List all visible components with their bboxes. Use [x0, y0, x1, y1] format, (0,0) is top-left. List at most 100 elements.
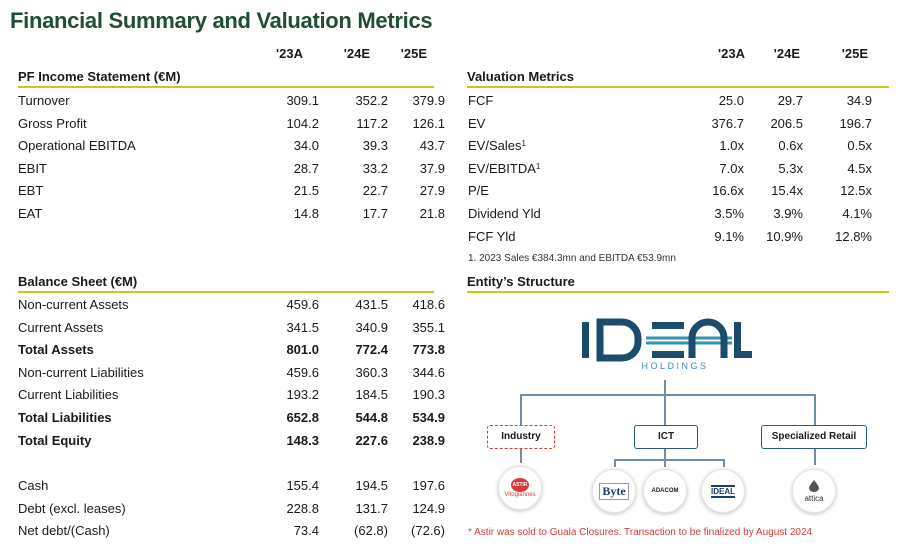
astir-sale-note: * Astir was sold to Guala Closures. Tran…: [468, 527, 813, 538]
balance-header: Balance Sheet (€M): [18, 273, 434, 293]
row-value: 459.6: [286, 297, 319, 312]
row-value: 117.2: [356, 115, 388, 131]
byte-logo: Byte: [592, 469, 636, 513]
row-value: 17.7: [362, 206, 388, 221]
row-value: 16.6x: [712, 183, 744, 199]
row-label: Total Liabilities: [18, 410, 112, 425]
row-value: 4.5x: [847, 160, 872, 176]
row-label: Dividend Yld: [468, 206, 541, 221]
row-value: 131.7: [355, 500, 388, 516]
row-value: 34.0: [293, 138, 319, 154]
right-year-header-2: '24E: [773, 46, 800, 61]
row-value: 418.6: [412, 297, 445, 312]
row-label: EV/Sales1: [468, 138, 526, 154]
tree-ict-branch: [614, 459, 724, 461]
row-value: 801.0: [286, 342, 319, 358]
table-row: Total Assets 801.0 772.4 773.8: [18, 339, 445, 361]
row-value: 124.9: [412, 500, 445, 516]
attica-drop-icon: [809, 479, 819, 492]
row-value: 431.5: [355, 297, 388, 312]
row-value: 772.4: [355, 342, 388, 358]
income-header: PF Income Statement (€M): [18, 68, 434, 88]
row-value: 15.4x: [771, 183, 803, 199]
table-row: P/E 16.6x 15.4x 12.5x: [468, 180, 888, 202]
table-row: Cash 155.4 194.5 197.6: [18, 475, 445, 497]
row-value: 340.9: [355, 319, 388, 335]
row-value: 227.6: [355, 432, 388, 448]
left-year-header-3: '25E: [400, 46, 427, 61]
table-row: Dividend Yld 3.5% 3.9% 4.1%: [468, 203, 888, 225]
table-row: Non-current Liabilities 459.6 360.3 344.6: [18, 362, 445, 384]
row-value: 126.1: [412, 115, 445, 131]
row-label: Total Equity: [18, 432, 92, 448]
row-value: 376.7: [711, 115, 744, 131]
astir-badge: ASTIR: [511, 478, 529, 492]
row-value: 25.0: [718, 93, 744, 108]
row-value: 148.3: [286, 432, 319, 448]
row-value: 459.6: [286, 364, 319, 380]
row-value: 5.3x: [778, 160, 803, 176]
segment-ict-box: ICT: [634, 425, 698, 449]
attica-logo: attica: [792, 469, 836, 513]
tree-ict-left: [614, 459, 616, 467]
table-row: Current Assets 341.5 340.9 355.1: [18, 317, 445, 339]
table-row: EV/EBITDA1 7.0x 5.3x 4.5x: [468, 158, 888, 180]
row-value: 379.9: [412, 93, 445, 108]
row-value: 7.0x: [719, 160, 744, 176]
table-row: EBIT 28.7 33.2 37.9: [18, 158, 445, 180]
segment-retail-box: Specialized Retail: [761, 425, 867, 449]
row-value: 534.9: [412, 410, 445, 425]
row-value: 228.8: [286, 500, 319, 516]
row-value: 309.1: [286, 93, 319, 108]
byte-text: Byte: [599, 482, 629, 500]
row-label: EV/EBITDA1: [468, 160, 541, 176]
row-label: EAT: [18, 206, 43, 221]
row-label: Gross Profit: [18, 115, 87, 131]
row-value: 3.5%: [714, 206, 744, 221]
table-row: Net debt/(Cash) 73.4 (62.8) (72.6): [18, 520, 445, 542]
tree-branch: [520, 394, 815, 396]
footnote-marker: 1: [521, 139, 526, 149]
row-value: (62.8): [354, 523, 388, 539]
ideal-holdings-logo: [582, 318, 752, 362]
row-value: 73.4: [293, 523, 319, 539]
table-row: Debt (excl. leases) 228.8 131.7 124.9: [18, 498, 445, 520]
row-value: 773.8: [412, 342, 445, 358]
ideal-text: IDEAL: [711, 484, 735, 498]
row-value: 341.5: [286, 319, 319, 335]
row-value: 360.3: [355, 364, 388, 380]
tree-industry-down: [520, 449, 522, 463]
table-row: FCF 25.0 29.7 34.9: [468, 90, 888, 112]
row-value: 193.2: [286, 387, 319, 403]
row-label: EV: [468, 115, 486, 131]
page-title: Financial Summary and Valuation Metrics: [10, 8, 433, 33]
row-value: 22.7: [362, 183, 388, 199]
valuation-header: Valuation Metrics: [467, 68, 889, 88]
row-value: (72.6): [411, 523, 445, 539]
tree-drop-industry: [520, 394, 522, 425]
row-value: 12.8%: [835, 228, 872, 244]
table-row: Gross Profit 104.2 117.2 126.1: [18, 113, 445, 135]
row-label: FCF: [468, 93, 494, 108]
tree-retail-down: [814, 449, 816, 465]
logo-holdings-text: HOLDINGS: [641, 361, 709, 371]
footnote-marker: 1: [535, 161, 541, 171]
table-row: Non-current Assets 459.6 431.5 418.6: [18, 294, 445, 316]
row-value: 352.2: [355, 93, 388, 108]
row-value: 155.4: [286, 478, 319, 493]
row-value: 21.5: [293, 183, 319, 199]
row-value: 344.6: [412, 364, 445, 380]
row-value: 196.7: [839, 115, 872, 131]
tree-ict-mid: [664, 459, 666, 467]
row-value: 4.1%: [842, 206, 872, 221]
row-label: EBIT: [18, 160, 47, 176]
row-value: 21.8: [419, 206, 445, 221]
row-value: 0.5x: [847, 138, 872, 154]
row-value: 197.6: [412, 478, 445, 493]
row-label: FCF Yld: [468, 228, 516, 244]
row-value: 184.5: [355, 387, 388, 403]
row-label: Debt (excl. leases): [18, 500, 126, 516]
row-value: 33.2: [362, 160, 388, 176]
row-label: P/E: [468, 183, 489, 199]
row-value: 194.5: [355, 478, 388, 493]
